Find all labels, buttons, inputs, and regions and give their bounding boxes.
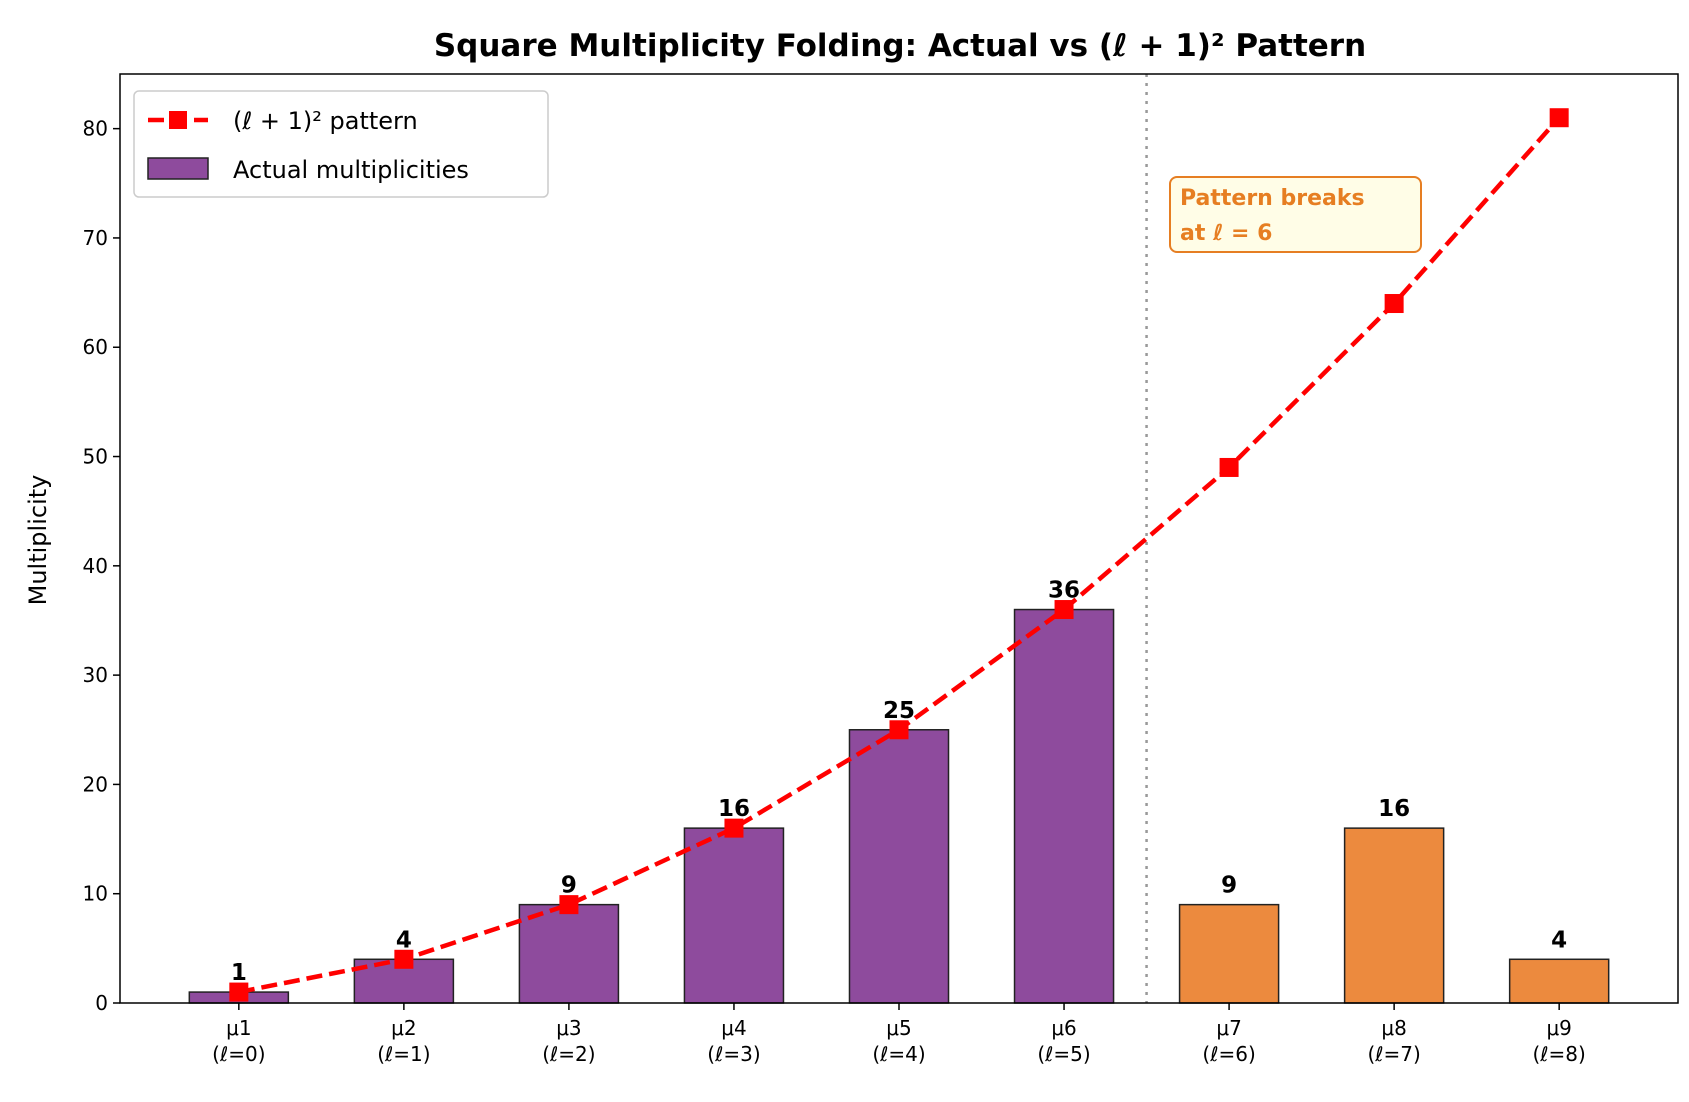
legend-box (133, 90, 549, 198)
pattern-marker-1 (229, 982, 249, 1002)
x-tick-label-1: μ1 (226, 1016, 251, 1040)
y-tick-label-50: 50 (83, 445, 108, 469)
x-tick-sublabel-8: (ℓ=7) (1367, 1042, 1420, 1066)
data-label-6: 36 (1048, 578, 1080, 604)
y-tick-label-70: 70 (83, 226, 108, 250)
y-tick-label-40: 40 (83, 554, 108, 578)
y-tick-label-80: 80 (83, 117, 108, 141)
x-tick-label-3: μ3 (556, 1016, 581, 1040)
bar-3 (518, 903, 620, 1004)
pattern-marker-3 (559, 895, 579, 915)
bar-9 (1508, 958, 1610, 1004)
pattern-marker-2 (394, 949, 414, 969)
x-tick-label-5: μ5 (886, 1016, 911, 1040)
x-tick-sublabel-7: (ℓ=6) (1202, 1042, 1255, 1066)
pattern-marker-7 (1219, 457, 1239, 477)
bar-6 (1013, 608, 1115, 1004)
legend-marker-swatch (169, 111, 187, 129)
annotation-line-1: Pattern breaks (1180, 186, 1365, 211)
x-tick-label-2: μ2 (391, 1016, 416, 1040)
annotation-line-2: at ℓ = 6 (1180, 221, 1272, 246)
pattern-marker-4 (724, 818, 744, 838)
plot-area: 149162536916401020304050607080μ1(ℓ=0)μ2(… (83, 73, 1679, 1066)
x-tick-sublabel-3: (ℓ=2) (542, 1042, 595, 1066)
x-tick-sublabel-9: (ℓ=8) (1532, 1042, 1585, 1066)
y-tick-label-30: 30 (83, 663, 108, 687)
bar-5 (848, 729, 950, 1004)
data-label-1: 1 (231, 960, 247, 986)
pattern-marker-6 (1054, 600, 1074, 620)
data-label-2: 4 (396, 927, 412, 953)
legend-bar-swatch (147, 157, 209, 180)
data-label-5: 25 (883, 698, 915, 724)
x-tick-label-4: μ4 (721, 1016, 746, 1040)
data-label-3: 9 (561, 873, 577, 899)
legend-label-pattern: (ℓ + 1)² pattern (233, 107, 418, 135)
pattern-marker-5 (889, 720, 909, 740)
y-axis-label: Multiplicity (24, 475, 52, 606)
y-tick-label-10: 10 (83, 882, 108, 906)
annotation-box (1169, 176, 1422, 253)
x-tick-label-6: μ6 (1051, 1016, 1076, 1040)
y-tick-label-0: 0 (95, 991, 108, 1015)
y-tick-label-60: 60 (83, 335, 108, 359)
annotation: Pattern breaks at ℓ = 6 (1169, 176, 1422, 253)
legend: (ℓ + 1)² pattern Actual multiplicities (133, 90, 549, 198)
legend-label-actual: Actual multiplicities (233, 156, 469, 184)
y-tick-label-20: 20 (83, 772, 108, 796)
x-tick-label-8: μ8 (1381, 1016, 1406, 1040)
x-tick-sublabel-6: (ℓ=5) (1037, 1042, 1090, 1066)
pattern-marker-8 (1384, 294, 1404, 314)
x-tick-sublabel-5: (ℓ=4) (872, 1042, 925, 1066)
pattern-marker-9 (1549, 108, 1569, 128)
chart-title: Square Multiplicity Folding: Actual vs (… (434, 28, 1366, 64)
data-label-4: 16 (718, 796, 750, 822)
x-tick-label-9: μ9 (1546, 1016, 1571, 1040)
bar-4 (683, 827, 785, 1004)
data-label-7: 9 (1221, 873, 1237, 899)
data-label-9: 4 (1551, 927, 1567, 953)
x-tick-sublabel-2: (ℓ=1) (377, 1042, 430, 1066)
x-tick-sublabel-1: (ℓ=0) (212, 1042, 265, 1066)
x-tick-label-7: μ7 (1216, 1016, 1241, 1040)
x-tick-sublabel-4: (ℓ=3) (707, 1042, 760, 1066)
bar-7 (1178, 903, 1280, 1004)
bar-8 (1343, 827, 1445, 1004)
data-label-8: 16 (1378, 796, 1410, 822)
